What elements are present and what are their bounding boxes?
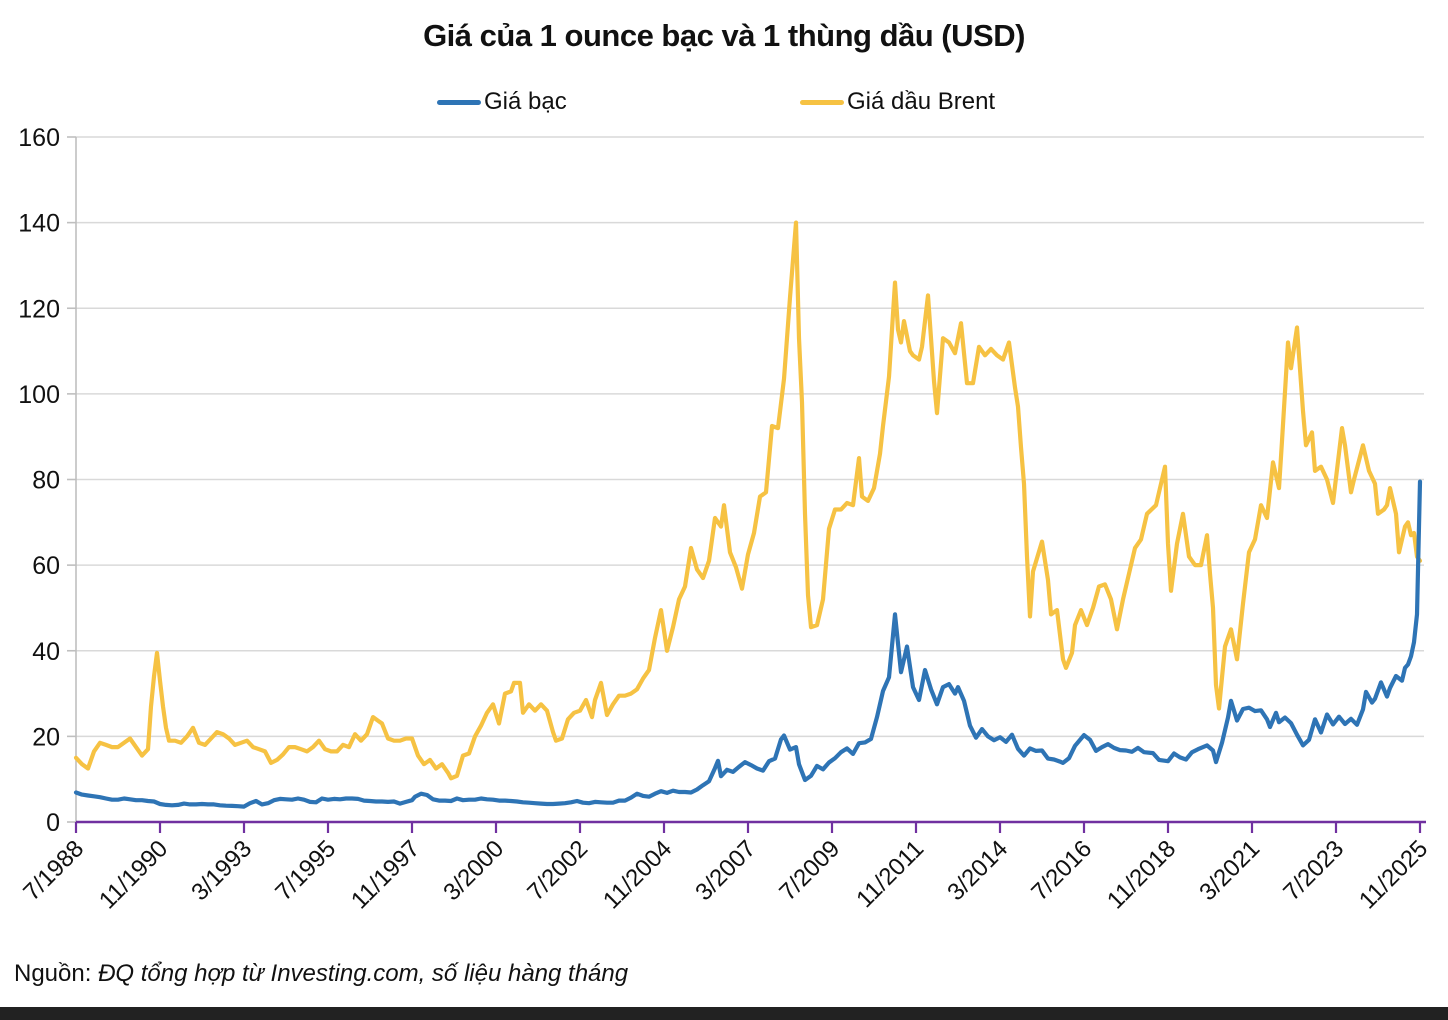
- source-text: ĐQ tổng hợp từ Investing.com, số liệu hà…: [98, 960, 629, 987]
- svg-text:80: 80: [32, 467, 60, 495]
- legend-label-silver: Giá bạc: [484, 88, 567, 115]
- svg-text:20: 20: [32, 723, 60, 751]
- x-axis: [74, 820, 1426, 833]
- svg-text:11/2025: 11/2025: [1354, 835, 1433, 914]
- svg-text:11/2018: 11/2018: [1102, 835, 1181, 914]
- chart-legend: Giá bạc Giá dầu Brent: [0, 88, 1448, 116]
- series-brent-line: [73, 220, 1423, 781]
- svg-text:11/1997: 11/1997: [346, 835, 425, 914]
- source-prefix: Nguồn:: [14, 960, 99, 987]
- svg-text:7/1995: 7/1995: [270, 835, 341, 906]
- svg-text:140: 140: [18, 210, 60, 238]
- y-axis: [67, 136, 77, 830]
- svg-text:7/1988: 7/1988: [18, 835, 89, 906]
- svg-text:120: 120: [18, 295, 60, 323]
- svg-text:100: 100: [18, 381, 60, 409]
- svg-text:7/2009: 7/2009: [774, 835, 845, 906]
- legend-item-silver: Giá bạc: [437, 88, 567, 116]
- brent-line-swatch-icon: [800, 99, 844, 105]
- svg-text:7/2023: 7/2023: [1278, 835, 1349, 906]
- x-axis-tick-labels: 7/1988 11/1990 3/1993 7/1995 11/1997 3/2000 7/…: [18, 835, 1433, 914]
- legend-item-brent: Giá dầu Brent: [800, 88, 995, 116]
- svg-text:3/2007: 3/2007: [690, 835, 761, 906]
- svg-text:11/2004: 11/2004: [598, 835, 677, 914]
- svg-text:3/1993: 3/1993: [186, 835, 257, 906]
- silver-line-swatch-icon: [437, 99, 481, 105]
- gridlines: [76, 136, 1424, 738]
- chart-title: Giá của 1 ounce bạc và 1 thùng dầu (USD): [423, 18, 1025, 53]
- svg-text:7/2002: 7/2002: [522, 835, 593, 906]
- svg-text:60: 60: [32, 552, 60, 580]
- svg-text:11/2011: 11/2011: [851, 835, 929, 913]
- series-silver-line: [73, 479, 1423, 809]
- svg-text:0: 0: [46, 809, 60, 837]
- source-note: Nguồn: ĐQ tổng hợp từ Investing.com, số …: [14, 960, 628, 988]
- svg-text:7/2016: 7/2016: [1026, 835, 1097, 906]
- svg-text:3/2000: 3/2000: [438, 835, 509, 906]
- svg-text:3/2021: 3/2021: [1194, 835, 1265, 906]
- y-axis-tick-labels: 0 20 40 60 80 100 120 140 160: [18, 124, 60, 837]
- svg-text:3/2014: 3/2014: [942, 835, 1013, 906]
- svg-text:11/1990: 11/1990: [94, 835, 173, 914]
- legend-label-brent: Giá dầu Brent: [847, 88, 996, 115]
- svg-text:40: 40: [32, 638, 60, 666]
- bottom-divider-bar: [0, 1007, 1448, 1020]
- svg-text:160: 160: [18, 124, 60, 152]
